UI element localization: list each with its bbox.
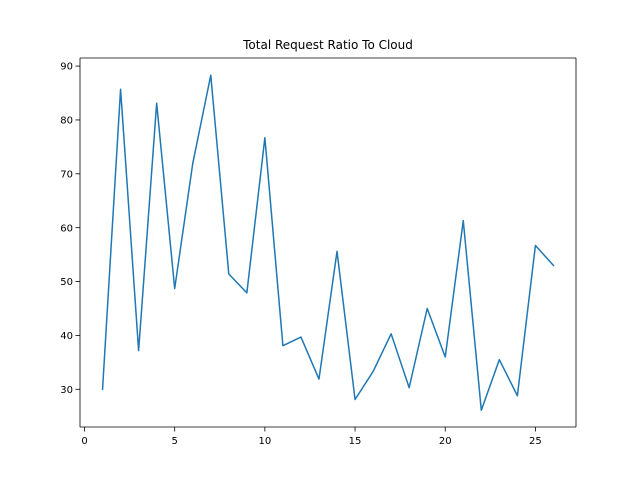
y-tick-label: 70 — [60, 169, 73, 180]
y-tick-label: 50 — [60, 277, 73, 288]
series-layer — [101, 74, 555, 412]
y-tick-label: 80 — [60, 116, 73, 127]
plot-background — [80, 58, 576, 427]
x-tick-label: 15 — [349, 436, 362, 447]
x-tick-label: 25 — [529, 436, 542, 447]
y-tick-label: 30 — [60, 385, 73, 396]
axes-layer: 0 5 10 15 20 25 30 40 50 60 70 80 90 — [60, 57, 577, 447]
x-tick-label: 10 — [259, 436, 272, 447]
plot-area — [80, 58, 576, 427]
y-tick-label: 60 — [60, 223, 73, 234]
y-tick-label: 40 — [60, 331, 73, 342]
x-tick-label: 5 — [172, 436, 178, 447]
chart-title: Total Request Ratio To Cloud — [242, 38, 413, 52]
x-tick-label: 20 — [439, 436, 452, 447]
y-tick-label: 90 — [60, 62, 73, 73]
series-line-1 — [101, 74, 555, 412]
x-tick-label: 0 — [81, 436, 87, 447]
